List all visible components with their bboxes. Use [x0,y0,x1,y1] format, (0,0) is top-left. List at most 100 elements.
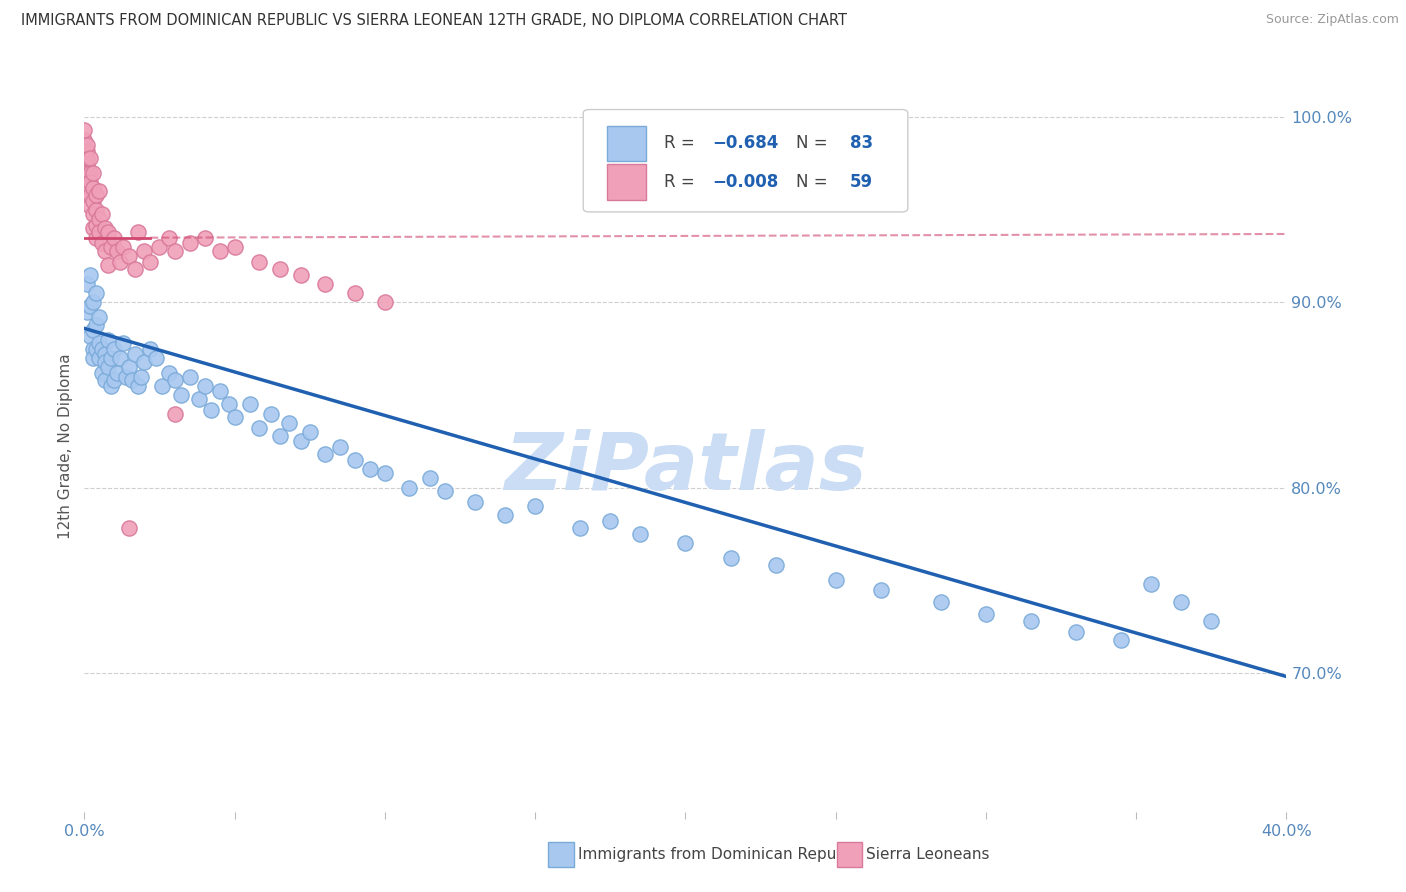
Point [97,333,120,347]
Point [110,254,132,268]
Text: N =: N = [796,173,832,191]
Point [82,221,104,235]
Point [97,225,120,239]
Point [89,225,111,239]
Point [82,180,104,194]
Point [675,536,697,550]
Point [419,471,441,485]
Point [187,392,209,406]
Point [73,123,96,137]
Point [91,206,114,220]
Point [118,249,141,263]
Point [76,151,98,165]
Point [269,429,291,443]
Point [277,416,299,430]
Point [124,347,146,361]
Point [194,379,217,393]
Point [152,379,174,393]
Point [103,230,125,244]
Point [720,551,742,566]
Point [329,440,352,454]
Point [157,366,180,380]
Point [765,558,787,573]
Point [374,466,396,480]
Point [1109,632,1132,647]
Text: 83: 83 [851,134,873,153]
Text: R =: R = [664,134,700,153]
Text: N =: N = [796,134,832,153]
Point [163,244,186,258]
Point [94,244,117,258]
Point [86,230,108,244]
Point [127,379,149,393]
Point [97,360,120,375]
Point [103,342,125,356]
Point [100,240,122,254]
Text: Immigrants from Dominican Republic: Immigrants from Dominican Republic [578,847,863,862]
Point [139,342,162,356]
Point [208,244,231,258]
Point [134,244,156,258]
Point [89,185,111,199]
FancyBboxPatch shape [583,110,908,212]
Point [97,259,120,273]
Point [599,514,621,528]
Point [157,230,180,244]
Point [79,180,101,194]
Point [94,373,117,387]
Point [398,481,420,495]
Y-axis label: 12th Grade, No Diploma: 12th Grade, No Diploma [58,353,73,539]
Point [100,351,122,365]
Point [434,484,457,499]
Point [73,147,96,161]
Point [974,607,997,621]
Point [124,262,146,277]
Point [247,421,270,435]
Point [464,495,486,509]
Point [112,336,135,351]
Point [200,403,222,417]
Point [86,286,108,301]
Text: −0.684: −0.684 [711,134,779,153]
Point [494,508,516,523]
Point [107,244,129,258]
Point [127,225,149,239]
Point [134,355,156,369]
Point [179,369,201,384]
Point [82,206,104,220]
Point [86,318,108,332]
Point [86,342,108,356]
Point [121,373,143,387]
Point [100,379,122,393]
Point [76,156,98,170]
Point [569,521,592,535]
Point [79,268,101,282]
Point [929,595,952,609]
Point [82,323,104,337]
Point [94,355,117,369]
Point [76,144,98,158]
Point [89,351,111,365]
Point [82,295,104,310]
Point [79,188,101,202]
Point [179,236,201,251]
Point [89,336,111,351]
Point [824,574,846,588]
Point [208,384,231,399]
Point [115,369,138,384]
Point [76,166,98,180]
Point [145,351,167,365]
Point [76,138,98,153]
Point [79,299,101,313]
Point [628,527,651,541]
Point [76,185,98,199]
Point [169,388,191,402]
Point [118,521,141,535]
Text: 59: 59 [851,173,873,191]
Point [79,166,101,180]
Bar [607,164,645,200]
Point [260,407,283,421]
Point [290,268,312,282]
Point [163,407,186,421]
Point [298,425,321,439]
